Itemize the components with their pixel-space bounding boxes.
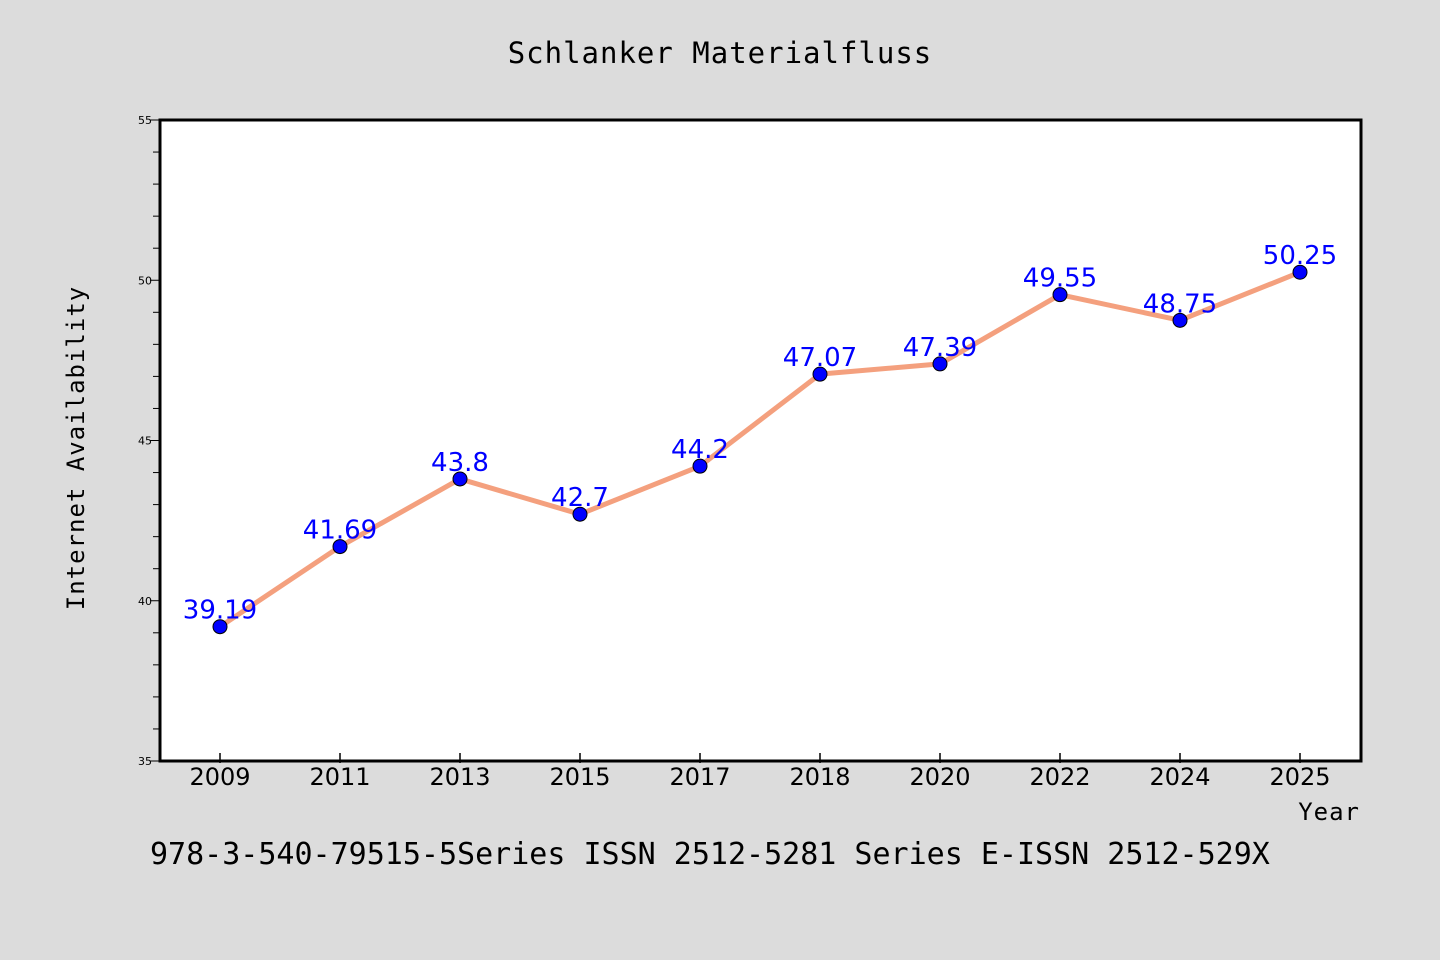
data-point — [452, 471, 468, 487]
data-label: 39.19 — [183, 596, 257, 626]
data-point — [572, 506, 588, 522]
y-axis-ticks: 35 40 45 50 55 — [138, 114, 160, 768]
data-label: 50.25 — [1263, 241, 1337, 271]
data-point — [212, 619, 228, 635]
data-label: 44.2 — [671, 435, 729, 465]
x-tick-label: 2024 — [1149, 763, 1210, 791]
data-label: 48.75 — [1143, 289, 1217, 319]
data-point — [812, 366, 828, 382]
x-tick-label: 2020 — [909, 763, 970, 791]
y-tick-label: 45 — [138, 435, 152, 448]
plot-area — [158, 118, 1363, 763]
data-point — [1052, 287, 1068, 303]
series-markers — [212, 264, 1308, 635]
data-label: 43.8 — [431, 448, 489, 478]
y-tick-label: 50 — [138, 274, 152, 287]
y-tick-label: 40 — [138, 595, 152, 608]
data-label: 41.69 — [303, 516, 377, 546]
data-point — [692, 458, 708, 474]
data-label: 47.07 — [783, 343, 857, 373]
y-tick-label: 35 — [138, 755, 152, 768]
data-labels: 39.19 41.69 43.8 42.7 44.2 47.07 47.39 49.55 48.… — [183, 241, 1337, 625]
x-tick-label: 2022 — [1029, 763, 1090, 791]
y-axis-label: Internet Availability — [62, 286, 90, 610]
x-tick-label: 2025 — [1269, 763, 1330, 791]
data-point — [332, 539, 348, 555]
data-label: 42.7 — [551, 483, 609, 513]
data-point — [1172, 312, 1188, 328]
x-axis-label: Year — [1298, 798, 1360, 826]
x-tick-label: 2015 — [549, 763, 610, 791]
x-tick-label: 2011 — [309, 763, 370, 791]
data-label: 49.55 — [1023, 264, 1097, 294]
data-label: 47.39 — [903, 333, 977, 363]
x-tick-label: 2017 — [669, 763, 730, 791]
footer-text: 978-3-540-79515-5Series ISSN 2512-5281 S… — [150, 837, 1270, 872]
x-tick-label: 2013 — [429, 763, 490, 791]
data-point — [932, 356, 948, 372]
x-axis-ticks: 2009 2011 2013 2015 2017 2018 2020 2022 2024 2025 — [189, 753, 1331, 791]
series-line — [217, 269, 1303, 630]
chart-title: Schlanker Materialfluss — [508, 36, 933, 70]
x-tick-label: 2018 — [789, 763, 850, 791]
x-tick-label: 2009 — [189, 763, 250, 791]
y-tick-label: 55 — [138, 114, 152, 127]
data-point — [1292, 264, 1308, 280]
